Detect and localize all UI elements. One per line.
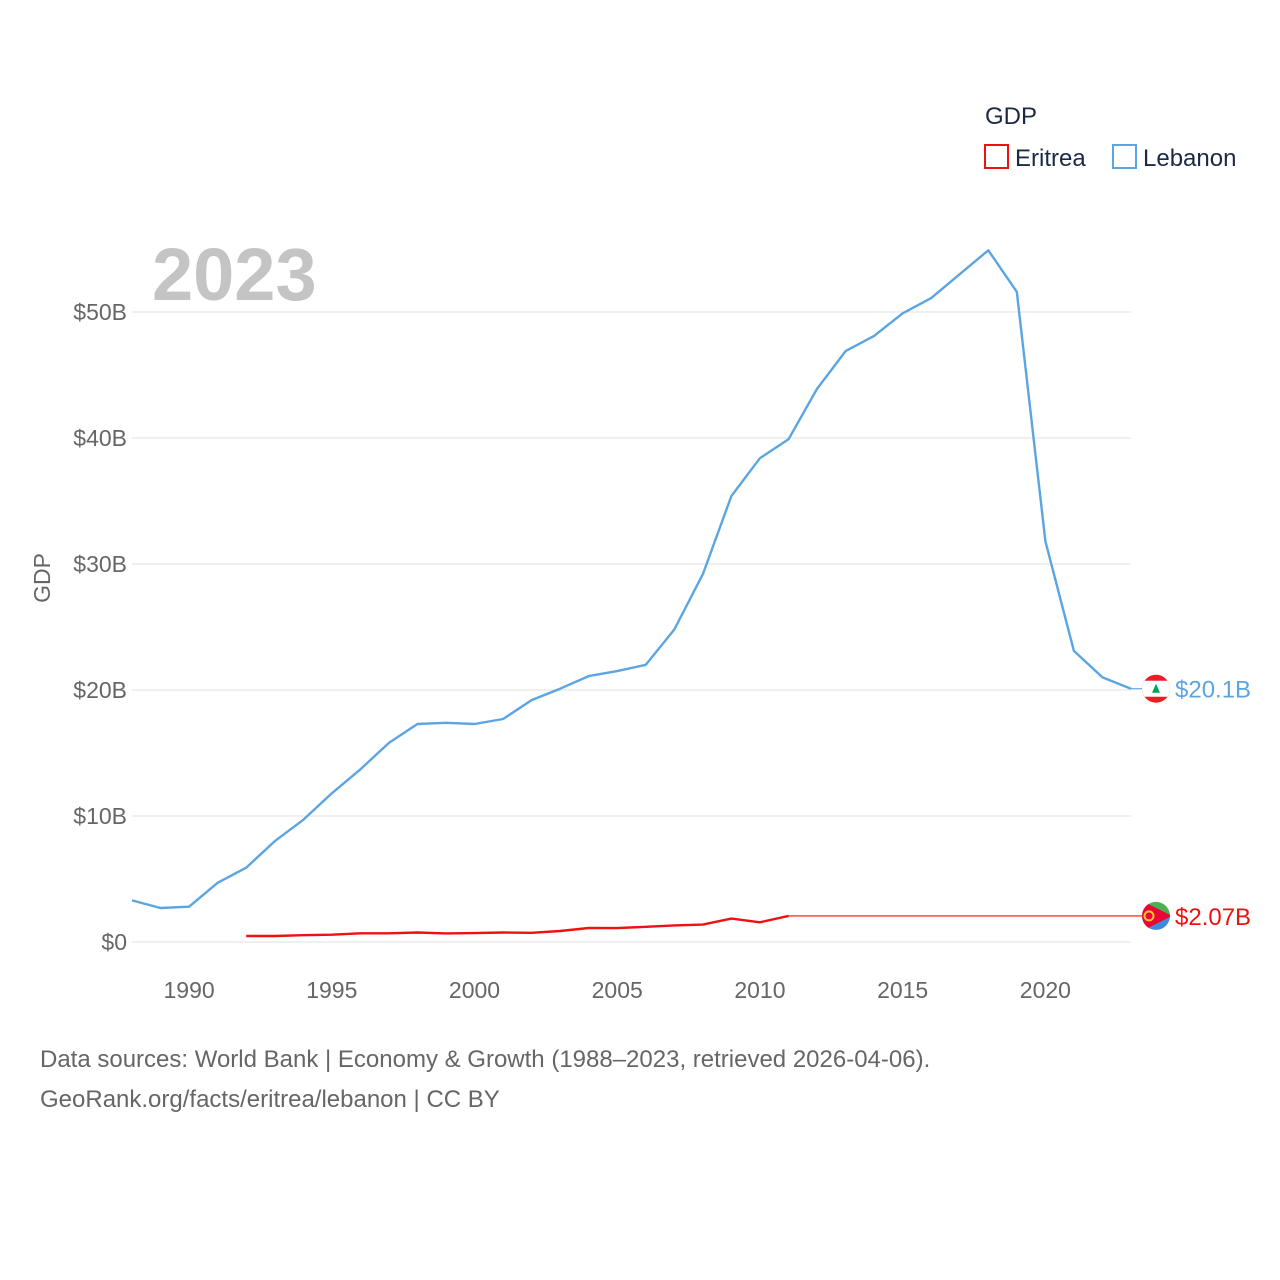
flag-icon-lebanon xyxy=(1142,674,1170,703)
y-tick-label: $50B xyxy=(73,299,127,325)
y-tick-label: $20B xyxy=(73,677,127,703)
x-tick-label: 1995 xyxy=(306,977,357,1003)
x-axis-ticks: 1990 1995 2000 2005 2010 2015 2020 xyxy=(163,977,1070,1003)
y-axis-title: GDP xyxy=(29,553,55,603)
legend-label-lebanon[interactable]: Lebanon xyxy=(1143,145,1236,172)
series-line-eritrea[interactable] xyxy=(246,914,789,938)
y-tick-label: $40B xyxy=(73,425,127,451)
end-value-label-lebanon: $20.1B xyxy=(1175,677,1251,704)
end-markers: $2.07B $20.1B xyxy=(788,674,1251,931)
source-note: Data sources: World Bank | Economy & Gro… xyxy=(40,1040,930,1120)
end-value-label-eritrea: $2.07B xyxy=(1175,904,1251,931)
source-line-1: Data sources: World Bank | Economy & Gro… xyxy=(40,1046,931,1073)
year-watermark: 2023 xyxy=(152,233,317,316)
y-tick-label: $30B xyxy=(73,551,127,577)
x-tick-label: 1990 xyxy=(163,977,214,1003)
legend-swatch-eritrea[interactable] xyxy=(984,144,1009,169)
legend-swatch-lebanon[interactable] xyxy=(1112,144,1137,169)
x-tick-label: 2000 xyxy=(449,977,500,1003)
flag-icon-eritrea xyxy=(1142,901,1170,930)
legend-label-eritrea[interactable]: Eritrea xyxy=(1015,145,1086,172)
y-tick-label: $10B xyxy=(73,803,127,829)
legend: GDP Eritrea Lebanon xyxy=(984,103,1236,172)
y-axis-ticks: $0 $10B $20B $30B $40B $50B xyxy=(73,299,127,955)
y-tick-label: $0 xyxy=(101,929,127,955)
x-tick-label: 2005 xyxy=(592,977,643,1003)
series-lines xyxy=(131,249,1132,938)
source-line-2[interactable]: GeoRank.org/facts/eritrea/lebanon | CC B… xyxy=(40,1086,500,1113)
x-tick-label: 2020 xyxy=(1020,977,1071,1003)
x-tick-label: 2015 xyxy=(877,977,928,1003)
gridlines xyxy=(132,311,1131,943)
legend-title: GDP xyxy=(985,103,1037,130)
x-tick-label: 2010 xyxy=(734,977,785,1003)
series-line-lebanon[interactable] xyxy=(131,249,1132,910)
